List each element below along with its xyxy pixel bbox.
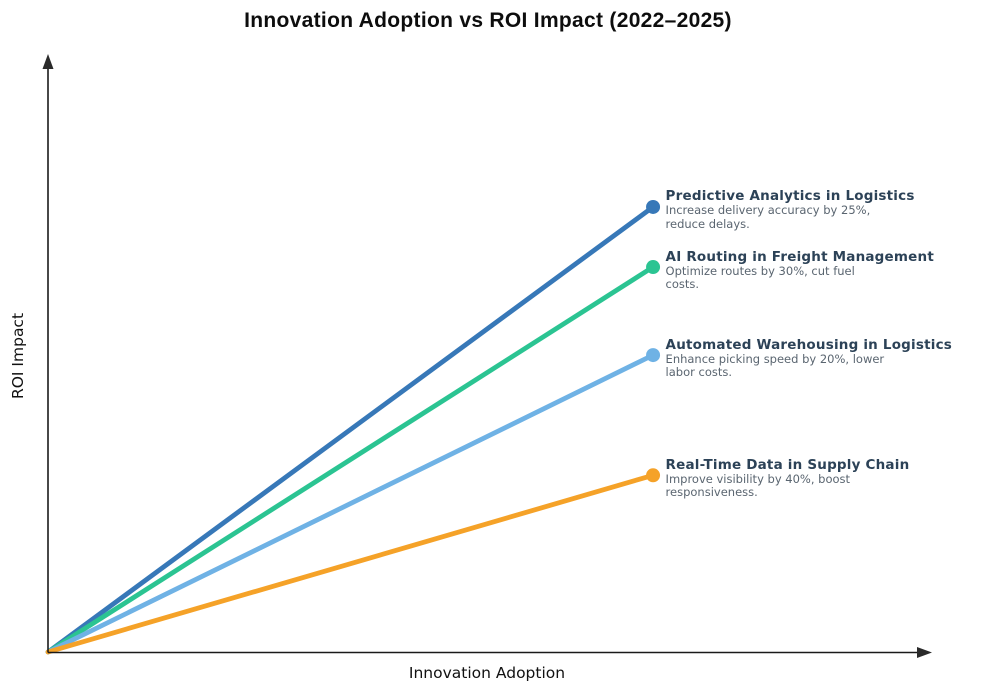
annotation-title: Predictive Analytics in Logistics	[665, 188, 915, 205]
annotation-desc-line: Increase delivery accuracy by 25%,	[665, 203, 871, 218]
axes	[42, 54, 932, 658]
y-axis-arrow-icon	[42, 54, 54, 69]
series-line-2	[45, 352, 656, 655]
series-endpoint-dot-0	[646, 199, 661, 214]
annotation-0: Predictive Analytics in Logistics Increas…	[666, 188, 915, 231]
series-endpoint-dot-3	[646, 468, 661, 483]
series-line-3	[45, 472, 656, 655]
series-endpoint-dot-2	[646, 348, 661, 363]
y-axis-label: ROI Impact	[9, 312, 27, 400]
annotation-desc-line: Optimize routes by 30%, cut fuel	[665, 263, 855, 278]
annotation-desc-line: costs.	[665, 277, 700, 292]
annotation-1: AI Routing in Freight Management Optimize…	[666, 249, 934, 292]
annotation-desc-line: Enhance picking speed by 20%, lower	[665, 351, 885, 366]
series-line-0	[45, 204, 656, 655]
annotation-2: Automated Warehousing in Logistics Enhanc…	[666, 337, 952, 380]
annotation-title: Real-Time Data in Supply Chain	[665, 456, 910, 473]
x-axis-arrow-icon	[917, 647, 932, 658]
annotation-3: Real-Time Data in Supply Chain Improve vi…	[666, 457, 910, 500]
x-axis-label: Innovation Adoption	[408, 664, 566, 682]
annotation-desc-line: responsiveness.	[665, 485, 758, 500]
series-layer	[45, 199, 661, 655]
series-endpoint-dot-1	[646, 260, 661, 275]
annotation-desc-line: labor costs.	[665, 365, 733, 380]
annotation-desc-line: Improve visibility by 40%, boost	[665, 471, 851, 486]
annotation-title: Automated Warehousing in Logistics	[665, 336, 953, 353]
annotation-title: AI Routing in Freight Management	[665, 248, 934, 265]
chart-title: Innovation Adoption vs ROI Impact (2022–…	[244, 9, 732, 32]
annotation-desc-line: reduce delays.	[665, 216, 750, 231]
series-line-1	[45, 264, 656, 655]
